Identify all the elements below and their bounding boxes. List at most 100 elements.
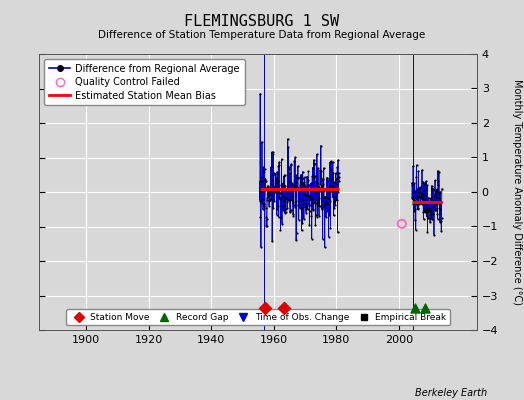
- Point: [294, 216, 303, 223]
- Point: [266, 197, 274, 204]
- Point: [297, 179, 305, 185]
- Point: [299, 180, 308, 187]
- Point: [416, 185, 424, 191]
- Point: [302, 203, 311, 209]
- Point: [434, 168, 442, 174]
- Point: [311, 212, 320, 218]
- Point: [294, 185, 302, 192]
- Point: [420, 187, 428, 194]
- Point: [304, 202, 313, 208]
- Point: [432, 200, 440, 207]
- Point: [291, 186, 299, 192]
- Point: [296, 195, 304, 202]
- Point: [328, 189, 336, 195]
- Point: [272, 182, 281, 189]
- Point: [438, 214, 446, 221]
- Point: [290, 183, 299, 190]
- Point: [434, 200, 443, 207]
- Point: [321, 194, 330, 201]
- Point: [279, 198, 288, 204]
- Point: [310, 161, 319, 167]
- Point: [290, 184, 298, 190]
- Point: [299, 201, 308, 207]
- Point: [304, 168, 312, 174]
- Point: [411, 188, 419, 194]
- Point: [329, 194, 337, 200]
- Point: [255, 178, 264, 185]
- Point: [282, 190, 291, 196]
- Point: [423, 228, 432, 235]
- Point: [422, 213, 431, 220]
- Point: [417, 192, 425, 199]
- Point: [334, 157, 342, 163]
- Point: [420, 304, 429, 311]
- Point: [322, 199, 330, 206]
- Point: [296, 205, 304, 211]
- Point: [436, 198, 445, 205]
- Point: [256, 214, 265, 221]
- Point: [423, 209, 432, 215]
- Point: [328, 175, 336, 182]
- Point: [332, 170, 340, 176]
- Point: [418, 193, 426, 199]
- Point: [300, 174, 309, 180]
- Point: [283, 195, 291, 202]
- Point: [332, 196, 340, 202]
- Point: [411, 206, 420, 212]
- Point: [421, 205, 430, 212]
- Point: [298, 227, 306, 234]
- Point: [412, 196, 421, 202]
- Point: [310, 160, 319, 166]
- Point: [425, 198, 433, 204]
- Point: [316, 178, 325, 184]
- Point: [279, 180, 287, 186]
- Point: [271, 188, 279, 195]
- Point: [313, 180, 322, 186]
- Point: [318, 190, 326, 197]
- Point: [319, 180, 328, 187]
- Point: [261, 184, 269, 190]
- Point: [323, 174, 331, 181]
- Point: [417, 200, 425, 206]
- Point: [427, 197, 435, 204]
- Point: [263, 195, 271, 201]
- Point: [282, 186, 290, 192]
- Point: [272, 175, 280, 181]
- Point: [431, 188, 440, 195]
- Point: [284, 196, 292, 203]
- Point: [309, 206, 317, 213]
- Point: [319, 236, 327, 242]
- Point: [281, 209, 290, 215]
- Point: [408, 195, 416, 201]
- Point: [409, 163, 417, 169]
- Point: [288, 190, 296, 196]
- Point: [292, 230, 301, 236]
- Point: [438, 186, 446, 192]
- Point: [271, 180, 280, 186]
- Point: [411, 304, 419, 311]
- Point: [280, 202, 289, 208]
- Point: [309, 164, 317, 171]
- Point: [264, 190, 272, 197]
- Point: [436, 188, 444, 195]
- Point: [257, 186, 265, 192]
- Point: [276, 196, 285, 202]
- Point: [302, 210, 310, 216]
- Point: [281, 183, 290, 189]
- Point: [269, 151, 278, 158]
- Point: [408, 196, 417, 202]
- Point: [311, 173, 319, 179]
- Point: [269, 172, 277, 178]
- Point: [267, 192, 275, 198]
- Legend: Station Move, Record Gap, Time of Obs. Change, Empirical Break: Station Move, Record Gap, Time of Obs. C…: [66, 309, 450, 326]
- Point: [311, 190, 319, 196]
- Point: [301, 192, 310, 198]
- Point: [421, 207, 430, 213]
- Point: [289, 211, 297, 218]
- Point: [291, 198, 300, 204]
- Point: [412, 174, 420, 180]
- Point: [265, 202, 273, 209]
- Point: [413, 201, 421, 208]
- Point: [290, 202, 298, 209]
- Point: [293, 174, 301, 180]
